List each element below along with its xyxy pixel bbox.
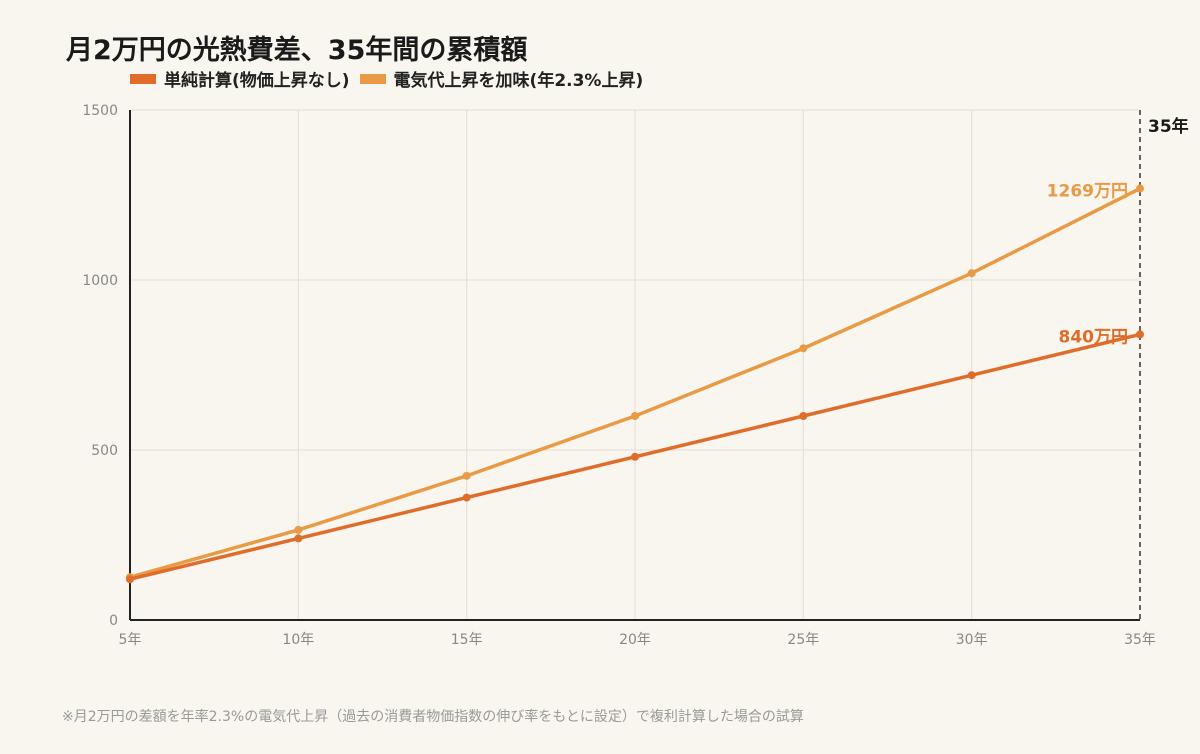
data-point-simple (1136, 330, 1144, 339)
x-tick-label: 30年 (956, 632, 988, 648)
chart-title: 月2万円の光熱費差、35年間の累積額 (66, 35, 528, 66)
legend-label-simple: 単純計算(物価上昇なし) (164, 71, 350, 91)
data-point-simple (294, 534, 303, 543)
x-tick-label: 25年 (787, 632, 819, 648)
legend-swatch-inflation (359, 73, 386, 84)
x-tick-label: 35年 (1124, 632, 1156, 648)
x-tick-label: 5年 (119, 632, 142, 648)
footnote: ※月2万円の差額を年率2.3%の電気代上昇（過去の消費者物価指数の伸び率をもとに… (62, 709, 804, 725)
data-point-inflation (799, 344, 808, 353)
marker-label: 35年 (1148, 116, 1189, 137)
data-point-inflation (294, 525, 303, 534)
end-label-inflation: 1269万円 (1047, 182, 1128, 202)
data-point-inflation (462, 471, 471, 480)
x-tick-label: 20年 (619, 632, 651, 648)
data-point-simple (631, 452, 639, 461)
end-label-simple: 840万円 (1059, 327, 1129, 347)
legend-swatch-simple (130, 73, 156, 84)
data-point-inflation (631, 412, 639, 420)
data-point-simple (126, 575, 134, 584)
legend-label-inflation: 電気代上昇を加味(年2.3%上昇) (393, 71, 644, 91)
y-tick-label: 1500 (82, 103, 118, 119)
data-point-simple (799, 412, 808, 420)
x-tick-label: 10年 (282, 632, 314, 648)
data-point-inflation (1136, 184, 1144, 193)
chart-legend: 単純計算(物価上昇なし) 電気代上昇を加味(年2.3%上昇) (130, 66, 643, 91)
legend-item-simple: 単純計算(物価上昇なし) (130, 66, 350, 91)
y-tick-label: 500 (91, 443, 118, 459)
legend-item-inflation: 電気代上昇を加味(年2.3%上昇) (359, 66, 644, 91)
data-point-simple (462, 493, 471, 502)
y-tick-label: 0 (109, 613, 118, 629)
x-tick-label: 15年 (451, 632, 483, 648)
data-point-inflation (967, 269, 976, 278)
y-tick-label: 1000 (82, 273, 118, 289)
data-point-simple (967, 371, 976, 380)
